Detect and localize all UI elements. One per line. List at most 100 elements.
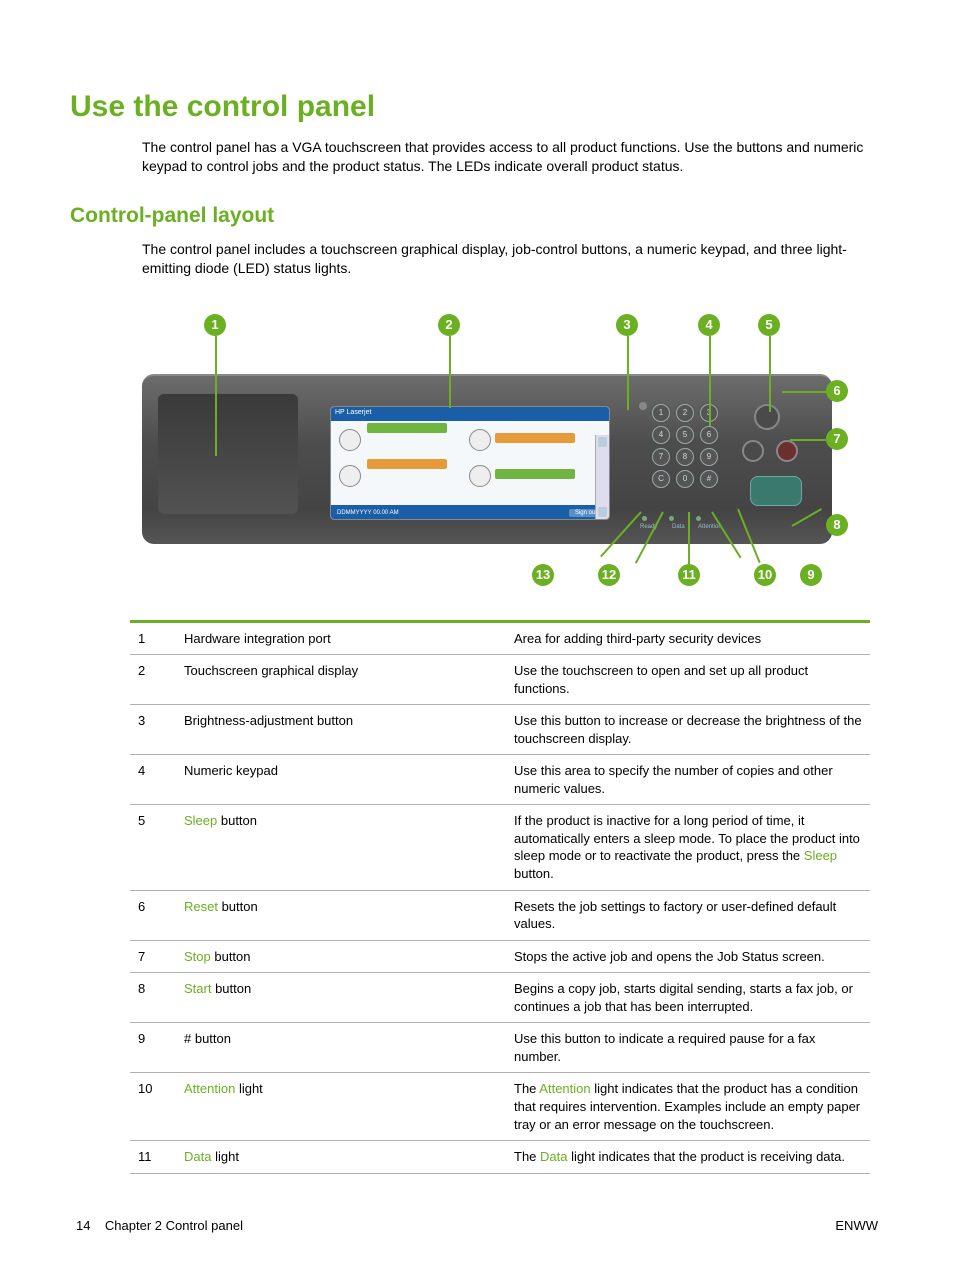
- row-desc: Use this button to increase or decrease …: [506, 705, 870, 755]
- email-icon: [339, 465, 361, 487]
- stop-button: [776, 440, 798, 462]
- screen-statusbar: DDMMYYYY 00.00 AM Sign out: [331, 505, 609, 520]
- callout-8: 8: [826, 514, 848, 536]
- keypad-key-6: 6: [700, 426, 718, 444]
- keypad-key-9: 9: [700, 448, 718, 466]
- screen-titlebar: HP Laserjet: [331, 407, 609, 421]
- row-number: 5: [130, 805, 176, 890]
- row-name: # button: [176, 1023, 506, 1073]
- callout-5: 5: [758, 314, 780, 336]
- footer-left: 14 Chapter 2 Control panel: [76, 1218, 243, 1233]
- row-name: Start button: [176, 973, 506, 1023]
- row-name: Sleep button: [176, 805, 506, 890]
- section-hestraightaway: Control-panel layout: [70, 204, 884, 228]
- row-number: 7: [130, 940, 176, 973]
- table-row: 2Touchscreen graphical displayUse the to…: [130, 655, 870, 705]
- start-button: [750, 476, 802, 506]
- screen-title: HP Laserjet: [335, 409, 371, 416]
- table-row: 1Hardware integration portArea for addin…: [130, 621, 870, 655]
- row-desc: Use the touchscreen to open and set up a…: [506, 655, 870, 705]
- reset-button: [742, 440, 764, 462]
- section-paragraph: The control panel includes a touchscreen…: [142, 240, 884, 278]
- status-leds: [642, 516, 701, 521]
- keypad-key-7: 7: [652, 448, 670, 466]
- fax-label-bar: [495, 433, 575, 443]
- table-row: 3Brightness-adjustment buttonUse this bu…: [130, 705, 870, 755]
- footer-right: ENWW: [835, 1218, 878, 1233]
- callout-line: [627, 336, 629, 410]
- copy-label-bar: [367, 423, 447, 433]
- row-number: 1: [130, 621, 176, 655]
- row-number: 4: [130, 755, 176, 805]
- numeric-keypad: 123456789C0#: [652, 404, 724, 488]
- table-row: 9# buttonUse this button to indicate a r…: [130, 1023, 870, 1073]
- intro-paragraph: The control panel has a VGA touchscreen …: [142, 138, 884, 176]
- callout-1: 1: [204, 314, 226, 336]
- panel-body: HP Laserjet DDMMYYYY 00.00 AM Sign out: [142, 374, 832, 544]
- screen-scrollbar: [595, 435, 609, 519]
- row-name: Reset button: [176, 890, 506, 940]
- table-row: 10Attention lightThe Attention light ind…: [130, 1073, 870, 1141]
- touchscreen-display: HP Laserjet DDMMYYYY 00.00 AM Sign out: [330, 406, 610, 520]
- table-row: 7Stop buttonStops the active job and ope…: [130, 940, 870, 973]
- row-name: Brightness-adjustment button: [176, 705, 506, 755]
- reference-table: 1Hardware integration portArea for addin…: [130, 620, 870, 1174]
- row-desc: The Data light indicates that the produc…: [506, 1141, 870, 1174]
- row-desc: Use this button to indicate a required p…: [506, 1023, 870, 1073]
- callout-line: [782, 391, 826, 393]
- row-name: Numeric keypad: [176, 755, 506, 805]
- keypad-key-5: 5: [676, 426, 694, 444]
- page-footer: 14 Chapter 2 Control panel ENWW: [70, 1218, 884, 1233]
- keypad-key-4: 4: [652, 426, 670, 444]
- row-name: Hardware integration port: [176, 621, 506, 655]
- row-number: 3: [130, 705, 176, 755]
- email-label-bar: [367, 459, 447, 469]
- callout-line: [769, 336, 771, 412]
- callout-line: [215, 336, 217, 456]
- keypad-key-0: 0: [676, 470, 694, 488]
- fax-icon: [469, 429, 491, 451]
- page-title: Use the control panel: [70, 90, 884, 124]
- row-number: 9: [130, 1023, 176, 1073]
- keypad-key-1: 1: [652, 404, 670, 422]
- callout-4: 4: [698, 314, 720, 336]
- control-panel-diagram: HP Laserjet DDMMYYYY 00.00 AM Sign out: [142, 314, 842, 584]
- keypad-key-c: C: [652, 470, 670, 488]
- table-row: 4Numeric keypadUse this area to specify …: [130, 755, 870, 805]
- row-number: 6: [130, 890, 176, 940]
- row-desc: If the product is inactive for a long pe…: [506, 805, 870, 890]
- callout-7: 7: [826, 428, 848, 450]
- scroll-down-icon: [598, 507, 607, 517]
- row-desc: Resets the job settings to factory or us…: [506, 890, 870, 940]
- callout-2: 2: [438, 314, 460, 336]
- callout-line: [790, 439, 826, 441]
- screen-date: DDMMYYYY 00.00 AM: [337, 510, 399, 516]
- keypad-key-2: 2: [676, 404, 694, 422]
- sleep-button: [754, 404, 780, 430]
- table-row: 6Reset buttonResets the job settings to …: [130, 890, 870, 940]
- row-number: 2: [130, 655, 176, 705]
- row-desc: The Attention light indicates that the p…: [506, 1073, 870, 1141]
- row-desc: Area for adding third-party security dev…: [506, 621, 870, 655]
- integration-port: [158, 394, 298, 514]
- callout-line: [709, 336, 711, 426]
- table-row: 5Sleep buttonIf the product is inactive …: [130, 805, 870, 890]
- callout-line: [449, 336, 451, 408]
- attention-led: [696, 516, 701, 521]
- row-name: Attention light: [176, 1073, 506, 1141]
- row-name: Stop button: [176, 940, 506, 973]
- callout-6: 6: [826, 380, 848, 402]
- callout-line: [688, 512, 690, 568]
- page-number: 14: [76, 1218, 90, 1233]
- callout-9: 9: [800, 564, 822, 586]
- row-desc: Begins a copy job, starts digital sendin…: [506, 973, 870, 1023]
- chapter-label: Chapter 2 Control panel: [105, 1218, 243, 1233]
- keypad-key-8: 8: [676, 448, 694, 466]
- callout-11: 11: [678, 564, 700, 586]
- data-label: Data: [672, 524, 685, 530]
- callout-3: 3: [616, 314, 638, 336]
- row-name: Touchscreen graphical display: [176, 655, 506, 705]
- row-number: 8: [130, 973, 176, 1023]
- copy-icon: [339, 429, 361, 451]
- row-number: 11: [130, 1141, 176, 1174]
